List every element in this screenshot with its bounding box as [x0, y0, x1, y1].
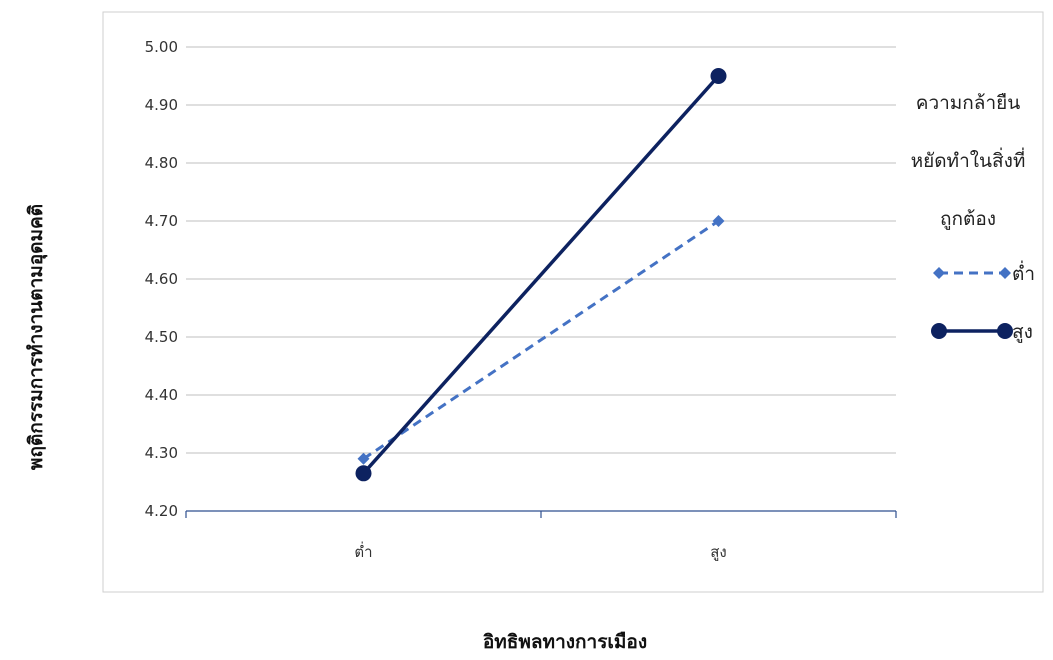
x-tick-label: สูง: [710, 543, 726, 561]
series-group: [355, 68, 727, 482]
legend-title-line-3: ถูกต้อง: [940, 208, 996, 230]
gridlines: [186, 46, 896, 454]
legend-title-line-2: หยัดทำในสิ่งที่: [911, 147, 1026, 172]
y-tick-label: 4.40: [145, 386, 178, 404]
y-tick-label: 4.60: [145, 270, 178, 288]
data-point: [355, 465, 372, 482]
legend-items: ต่ำสูง: [931, 260, 1035, 343]
legend-marker: [999, 267, 1011, 279]
x-ticks: ต่ำ สูง: [185, 511, 897, 561]
data-point: [712, 215, 725, 227]
series-line-2: [362, 74, 720, 475]
legend: ความกล้ายืน หยัดทำในสิ่งที่ ถูกต้อง ต่ำส…: [911, 92, 1035, 343]
y-axis-title: พฤติกรรมการทำงานตามอุดมคติ: [25, 204, 48, 470]
data-point: [357, 452, 370, 465]
series-line-1: [362, 219, 720, 461]
y-tick-labels: 4.20 4.30 4.40 4.50 4.60 4.70 4.80 4.90 5.00: [145, 38, 178, 520]
legend-marker: [933, 267, 945, 279]
legend-marker: [931, 323, 947, 339]
legend-title-line-1: ความกล้ายืน: [916, 92, 1021, 114]
x-tick-label: ต่ำ: [354, 541, 372, 561]
y-tick-label: 4.90: [145, 96, 178, 114]
y-tick-label: 4.30: [145, 444, 178, 462]
y-tick-label: 4.70: [145, 212, 178, 230]
y-tick-label: 5.00: [145, 38, 178, 56]
y-tick-label: 4.80: [145, 154, 178, 172]
legend-label: ต่ำ: [1012, 260, 1035, 285]
chart-frame: [102, 11, 1044, 593]
y-tick-label: 4.50: [145, 328, 178, 346]
x-axis-title: อิทธิพลทางการเมือง: [483, 631, 647, 653]
y-tick-label: 4.20: [145, 502, 178, 520]
data-point: [710, 68, 727, 84]
legend-marker: [997, 323, 1013, 339]
legend-label: สูง: [1012, 321, 1033, 343]
